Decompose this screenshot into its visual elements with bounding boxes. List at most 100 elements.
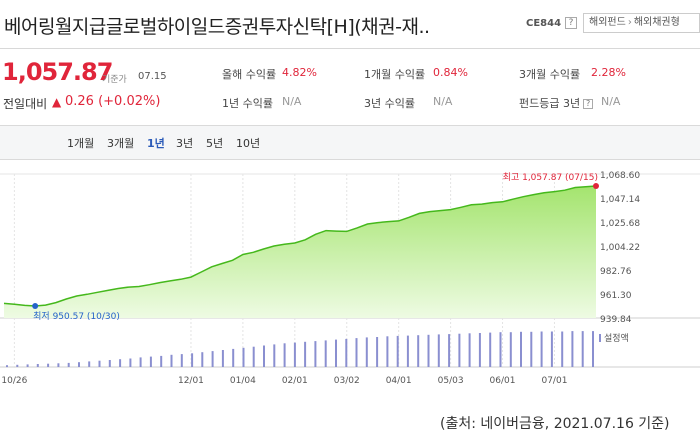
volume-bar [6, 365, 8, 368]
y-tick-label: 982.76 [600, 267, 632, 277]
volume-bar [67, 362, 70, 367]
volume-bar [581, 331, 584, 367]
volume-bar [304, 341, 307, 367]
price-date-label: 기준가 [102, 75, 127, 85]
volume-bar [119, 359, 122, 367]
volume-bar [365, 337, 368, 367]
y-tick-label: 1,025.68 [600, 219, 640, 229]
ytd-return-label: 올해 수익률 [222, 68, 277, 81]
period-tab-bar: 1개월 3개월 1년 3년 5년 10년 [0, 125, 700, 160]
volume-bar [540, 331, 543, 367]
volume-bar [478, 333, 481, 367]
y-tick-label: 1,068.60 [600, 171, 640, 181]
volume-bar [561, 331, 564, 367]
volume-bar [211, 351, 214, 367]
price-chart-svg: 1,068.60 1,047.14 1,025.68 1,004.22 982.76 96… [0, 171, 700, 386]
3m-return-label: 3개월 수익률 [519, 68, 581, 81]
volume-bar [232, 348, 235, 367]
volume-bar [314, 341, 317, 367]
up-triangle-icon: ▲ [52, 95, 62, 109]
volume-bar [252, 346, 255, 368]
volume-bar [283, 343, 286, 367]
volume-bar [88, 361, 91, 367]
volume-bar [448, 334, 451, 367]
volume-bar [571, 331, 574, 367]
x-tick-label: 04/01 [386, 376, 412, 386]
volume-bar [273, 344, 276, 367]
volume-legend-label: 설정액 [604, 332, 629, 344]
volume-bar [36, 364, 39, 367]
breadcrumb-item-overseas-fund[interactable]: 해외펀드 [589, 17, 626, 28]
volume-bar [376, 337, 379, 367]
tab-10-years[interactable]: 10년 [236, 137, 261, 150]
fund-code: CE844 [526, 18, 562, 29]
max-point-label: 최고 1,057.87 (07/15) [503, 172, 598, 183]
y-tick-label: 961.30 [600, 291, 632, 301]
3y-return-label: 3년 수익률 [364, 97, 415, 110]
fund-grade-label-text: 펀드등급 3년 [519, 97, 581, 110]
1y-return-label: 1년 수익률 [222, 97, 273, 110]
fund-code-help-button[interactable]: ? [565, 17, 577, 29]
volume-bars: 설정액 [6, 331, 629, 368]
volume-bar [458, 333, 461, 367]
3y-return-value: N/A [433, 95, 453, 108]
tab-3-years[interactable]: 3년 [176, 137, 194, 150]
fund-grade-help-button[interactable]: ? [583, 99, 594, 109]
volume-bar [509, 332, 512, 367]
min-point-marker [32, 303, 39, 309]
fund-title: 베어링월지급글로벌하이일드증권투자신탁[H](채권-재.. [4, 16, 430, 38]
volume-bar [180, 354, 183, 367]
volume-legend-swatch [599, 334, 601, 342]
volume-bar [160, 355, 163, 367]
volume-bar [149, 356, 152, 367]
volume-bar [170, 354, 173, 367]
breadcrumb: 해외펀드 › 해외채권형 [583, 13, 700, 33]
volume-bar [201, 352, 204, 367]
volume-bar [335, 339, 337, 367]
max-point-marker [593, 183, 599, 189]
volume-bar [47, 363, 50, 367]
x-tick-label: 06/01 [490, 376, 516, 386]
tab-1-month[interactable]: 1개월 [67, 137, 95, 150]
volume-bar [550, 331, 553, 367]
price-chart: 1,068.60 1,047.14 1,025.68 1,004.22 982.76 96… [0, 168, 700, 399]
volume-bar [108, 360, 111, 367]
volume-bar [78, 362, 80, 367]
chart-area-group [3, 185, 597, 318]
volume-bar [139, 357, 142, 367]
price-line [3, 185, 597, 307]
x-tick-label: 12/01 [178, 376, 204, 386]
fund-grade-value: N/A [601, 95, 621, 108]
3m-return-value: 2.28% [591, 66, 626, 79]
volume-bar [489, 332, 492, 367]
tab-1-year[interactable]: 1년 [147, 137, 165, 150]
x-tick-label: 10/26 [1, 376, 27, 386]
volume-bar [530, 331, 533, 367]
source-note: (출처: 네이버금융, 2021.07.16 기준) [440, 416, 670, 432]
y-tick-label: 1,047.14 [600, 195, 640, 205]
x-tick-label: 03/02 [334, 376, 360, 386]
volume-bar [437, 334, 440, 367]
volume-bar [427, 334, 430, 367]
tab-3-months[interactable]: 3개월 [107, 137, 135, 150]
y-tick-label: 939.84 [600, 315, 632, 325]
x-tick-label: 05/03 [438, 376, 464, 386]
1y-return-value: N/A [282, 95, 302, 108]
volume-bar [98, 360, 101, 367]
volume-bar [499, 332, 502, 367]
volume-bar [520, 331, 522, 367]
change-label: 전일대비 [3, 97, 48, 111]
volume-bar [191, 353, 194, 367]
price-change: 0.26 (+0.02%) [65, 94, 161, 109]
x-tick-label: 01/04 [230, 376, 256, 386]
y-tick-label: 1,004.22 [600, 243, 640, 253]
tab-5-years[interactable]: 5년 [206, 137, 224, 150]
fund-grade-label: 펀드등급 3년? [519, 95, 594, 111]
volume-bar [386, 336, 389, 367]
volume-bar [221, 350, 224, 367]
price-area-fill [4, 186, 596, 318]
x-tick-label: 02/01 [282, 376, 308, 386]
volume-bar [592, 331, 594, 367]
breadcrumb-item-overseas-bond[interactable]: 해외채권형 [633, 17, 680, 28]
volume-bar [16, 364, 19, 367]
